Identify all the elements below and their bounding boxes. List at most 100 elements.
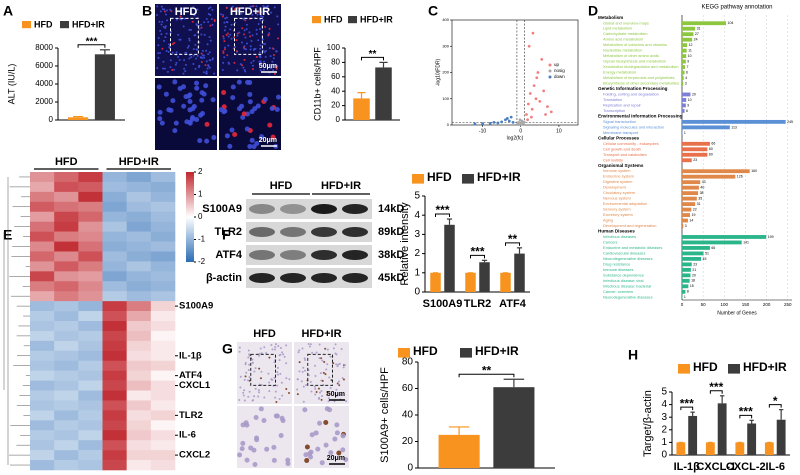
point — [546, 105, 549, 109]
cell — [278, 359, 281, 362]
heat-cell — [54, 281, 79, 292]
cell — [249, 35, 252, 38]
cell — [247, 80, 253, 86]
y-tick-label: 0 — [447, 122, 450, 127]
cell — [222, 52, 225, 55]
cell — [251, 358, 254, 361]
bar — [682, 213, 691, 217]
heat-cell — [30, 400, 55, 411]
row-label: Cancer: overview — [603, 289, 633, 294]
cell — [168, 107, 174, 113]
row-label: Global and overview maps — [603, 20, 649, 25]
heat-cell — [150, 231, 176, 242]
heat-cell — [78, 231, 103, 242]
cell — [236, 34, 239, 37]
cell — [177, 33, 180, 36]
y-tick-label: 1 — [414, 267, 420, 278]
heat-cell — [30, 231, 55, 242]
heat-cell — [78, 181, 103, 193]
cell — [317, 387, 320, 390]
heat-cell — [30, 172, 55, 183]
value-label: 23 — [693, 158, 697, 162]
y-tick-label: 4000 — [35, 79, 53, 88]
cell — [229, 33, 232, 36]
point — [540, 57, 544, 61]
point — [531, 31, 535, 35]
cell — [211, 57, 214, 60]
cell — [307, 374, 310, 377]
y-axis-label: -log10(FDR) — [435, 58, 441, 86]
heat-cell — [78, 430, 103, 441]
cell — [263, 51, 266, 54]
bar — [682, 76, 684, 80]
cell — [220, 13, 223, 16]
cell — [262, 68, 265, 71]
cell — [255, 32, 258, 35]
cell — [339, 394, 342, 397]
group-header: Metabolism — [598, 15, 623, 20]
cell — [273, 376, 276, 379]
bar — [682, 119, 786, 124]
cell — [170, 10, 173, 13]
heat-cell — [150, 340, 176, 352]
row-label: Energy metabolism — [603, 70, 636, 75]
cell — [251, 68, 254, 71]
cell — [285, 387, 288, 390]
cell — [157, 52, 160, 55]
x-tick-label: S100A9 — [423, 298, 463, 310]
heat-cell — [54, 191, 79, 203]
heat-cell — [30, 321, 55, 332]
cell — [226, 32, 229, 35]
heat-cell — [78, 191, 103, 203]
row-label: Transport and catabolism — [603, 152, 647, 157]
cell — [227, 143, 233, 149]
heat-cell — [126, 430, 152, 441]
cell — [205, 60, 208, 63]
cell — [318, 343, 321, 346]
value-label: 126 — [737, 175, 743, 179]
heat-cell — [78, 301, 103, 312]
cell — [236, 106, 242, 112]
cell — [224, 46, 227, 49]
value-label: 6 — [686, 70, 688, 74]
value-label: 9 — [687, 60, 689, 64]
cell — [243, 420, 249, 426]
bar — [682, 196, 697, 201]
row-label: Environmental adaptation — [603, 201, 647, 206]
heat-cell — [78, 251, 103, 262]
row-label: Cell motility — [603, 157, 623, 162]
cell — [285, 362, 288, 365]
cell — [169, 59, 172, 62]
blot-band — [342, 204, 368, 214]
y-tick-label: 0 — [407, 463, 413, 474]
row-label: Lipid metabolism — [603, 26, 632, 31]
cell — [172, 128, 178, 134]
cell — [277, 23, 280, 26]
heat-cell — [126, 330, 152, 342]
value-label: 113 — [731, 125, 737, 129]
bar — [682, 152, 708, 157]
cell — [159, 120, 165, 126]
cell — [203, 56, 206, 59]
cell — [245, 42, 248, 45]
x-tick-label: CXCL-1 — [696, 461, 736, 473]
cell — [196, 24, 199, 27]
y-tick-label: 4 — [414, 210, 420, 221]
cell — [167, 50, 170, 53]
point — [500, 120, 504, 124]
row-label: Infectious disease: bacterial — [603, 283, 651, 288]
row-label: Nervous system — [603, 196, 631, 201]
row-label: Metabolism of other amino acids — [603, 53, 659, 58]
cell — [243, 58, 246, 61]
cell — [259, 69, 262, 72]
cell — [322, 371, 325, 374]
bar — [682, 108, 685, 113]
cell — [275, 94, 281, 100]
cell — [162, 67, 165, 70]
cell — [159, 51, 162, 54]
cell — [183, 59, 186, 62]
bar — [682, 235, 767, 239]
legend-label: up — [554, 62, 560, 67]
x-tick-label: IL-1β — [674, 461, 701, 473]
point — [542, 89, 546, 93]
